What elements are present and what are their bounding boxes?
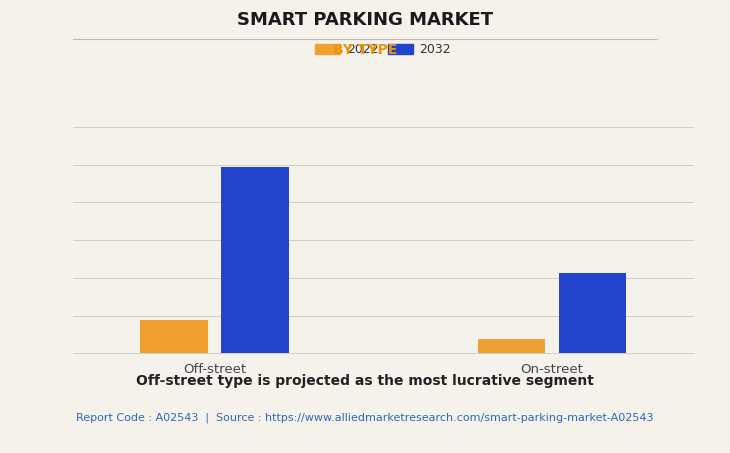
Text: Report Code : A02543  |  Source : https://www.alliedmarketresearch.com/smart-par: Report Code : A02543 | Source : https://… <box>76 412 654 423</box>
Legend: 2022, 2032: 2022, 2032 <box>310 38 456 61</box>
Bar <box>140 320 208 353</box>
Text: SMART PARKING MARKET: SMART PARKING MARKET <box>237 11 493 29</box>
Bar <box>558 274 626 353</box>
Bar <box>221 167 289 353</box>
Text: Off-street type is projected as the most lucrative segment: Off-street type is projected as the most… <box>136 374 594 388</box>
Bar <box>477 339 545 353</box>
Text: BY TYPE: BY TYPE <box>333 43 397 57</box>
